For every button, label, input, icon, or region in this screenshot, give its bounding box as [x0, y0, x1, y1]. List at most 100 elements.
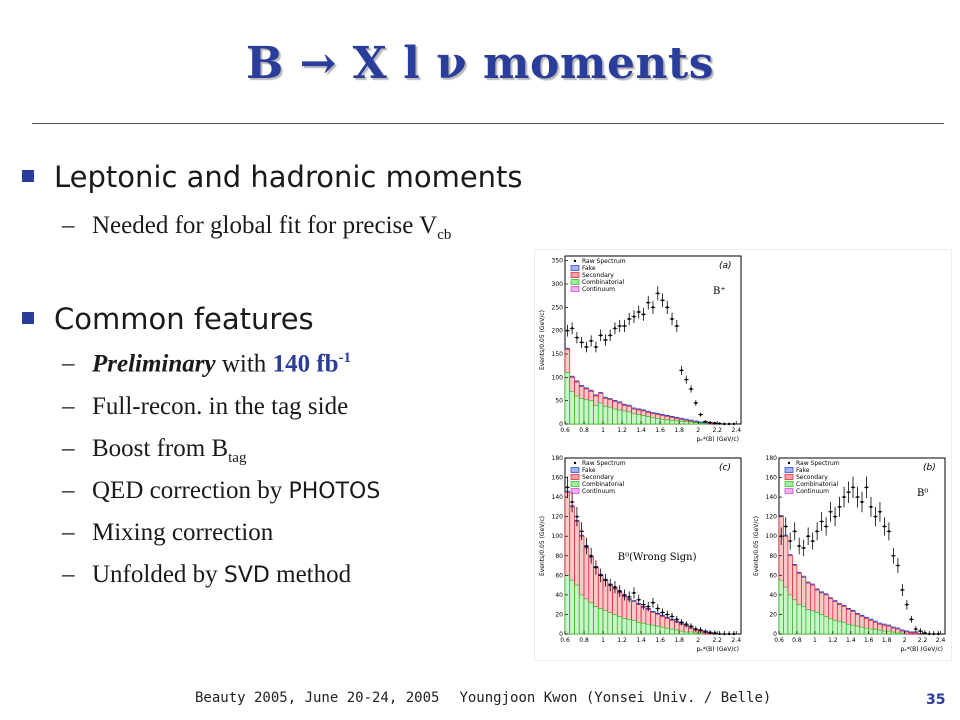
raw-point [699, 628, 702, 632]
x-axis-label: pₑ*(B) (GeV/c) [697, 646, 739, 653]
combinatorial-bar [636, 414, 642, 425]
combinatorial-bar [597, 402, 604, 425]
combinatorial-bar [650, 417, 656, 425]
combinatorial-bar [655, 625, 661, 635]
raw-point [694, 627, 698, 631]
raw-point [585, 345, 588, 349]
legend-swatch [570, 488, 580, 494]
y-tick-label: 20 [769, 611, 777, 618]
legend-marker [573, 461, 577, 465]
raw-point [806, 535, 810, 538]
raw-point [599, 574, 602, 577]
raw-point [887, 530, 891, 533]
histogram-panel: 0 20 40 60 80 100 120 140 160 180 0.6 0.8 1 1.2 1.4 1.6… [539, 455, 742, 653]
legend-swatch [784, 488, 794, 494]
y-tick-label: 0 [773, 631, 777, 638]
x-tick-label: 1.2 [617, 637, 627, 644]
raw-point [623, 593, 626, 597]
combinatorial-bar [640, 415, 647, 425]
legend-swatch [570, 481, 580, 487]
x-tick-label: 2.2 [918, 637, 928, 644]
combinatorial-bar [645, 623, 651, 635]
raw-point [570, 500, 574, 504]
slide-title: B → X l ν moments [0, 38, 960, 89]
raw-point [865, 486, 868, 489]
raw-point [838, 505, 841, 509]
panel-tag: (c) [719, 463, 731, 473]
raw-point [656, 292, 659, 295]
combinatorial-bar [890, 631, 896, 635]
combinatorial-bar [796, 604, 802, 635]
raw-point [661, 299, 664, 302]
y-tick-label: 20 [555, 611, 563, 618]
combinatorial-bar [819, 614, 825, 635]
raw-point [675, 618, 678, 621]
bullet-common-features: Common features [22, 302, 314, 336]
combinatorial-bar [664, 627, 670, 635]
raw-point [613, 585, 617, 589]
title-divider [32, 123, 944, 124]
combinatorial-bar [631, 619, 637, 635]
raw-point [784, 525, 787, 528]
panel-label: B⁰ [917, 488, 928, 499]
y-tick-label: 150 [552, 351, 564, 358]
combinatorial-bar [655, 418, 661, 425]
raw-point [647, 605, 650, 608]
x-tick-label: 1.4 [636, 637, 646, 644]
raw-point [914, 627, 918, 631]
square-bullet-icon [22, 170, 34, 182]
raw-point [594, 345, 598, 349]
raw-point [680, 369, 683, 372]
legend-label: Fake [796, 467, 810, 474]
raw-point [723, 422, 726, 426]
x-tick-label: 0.6 [560, 427, 570, 434]
combinatorial-bar [569, 579, 575, 635]
combinatorial-bar [564, 372, 571, 425]
panel-label: B⁰(Wrong Sign) [618, 552, 697, 563]
raw-point [604, 338, 607, 342]
legend-swatch [570, 467, 580, 473]
raw-point [713, 421, 717, 425]
x-tick-label: 1.6 [655, 637, 665, 644]
combinatorial-bar [678, 420, 685, 425]
combinatorial-bar [693, 422, 699, 425]
combinatorial-bar [872, 628, 879, 635]
superscript: -1 [338, 350, 352, 366]
legend-label: Raw Spectrum [582, 460, 626, 467]
y-tick-label: 160 [766, 475, 778, 482]
sub-bullet-unfolded: – Unfolded by SVD method [62, 561, 351, 589]
y-tick-label: 120 [552, 514, 564, 521]
combinatorial-bar [593, 606, 599, 635]
combinatorial-bar [836, 620, 843, 635]
x-axis-label: pₑ*(B) (GeV/c) [901, 646, 943, 653]
sub-text: Unfolded by [92, 561, 224, 588]
raw-point [793, 530, 796, 533]
raw-point [718, 632, 721, 636]
raw-point [732, 422, 736, 426]
page-number: 35 [926, 692, 946, 708]
legend-swatch [570, 286, 580, 292]
x-tick-label: 2 [696, 637, 700, 644]
combinatorial-bar [832, 619, 838, 635]
combinatorial-bar [899, 632, 905, 635]
combinatorial-bar [823, 616, 829, 635]
panel-tag: (b) [923, 463, 936, 473]
combinatorial-bar [810, 610, 816, 635]
subscript: cb [437, 227, 452, 243]
y-tick-label: 200 [552, 328, 564, 335]
raw-point [604, 579, 607, 582]
combinatorial-bar [841, 621, 847, 635]
combinatorial-bar [650, 624, 656, 635]
raw-point [566, 486, 569, 489]
combinatorial-bar [674, 420, 680, 425]
combinatorial-bar [828, 618, 834, 635]
raw-point [580, 341, 583, 344]
combinatorial-bar [688, 631, 694, 635]
raw-point [580, 530, 583, 533]
sub-bullet-boost: – Boost from Btag [62, 435, 246, 467]
raw-point [637, 598, 640, 601]
sub-text: QED correction by [92, 477, 289, 504]
raw-point [820, 520, 823, 523]
y-axis-label: Events/0.05 (GeV/c) [539, 516, 546, 576]
raw-point [851, 486, 855, 489]
